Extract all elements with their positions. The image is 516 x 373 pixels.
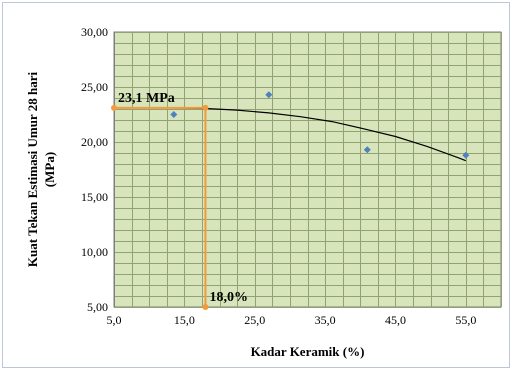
x-tick-label: 5,0 <box>107 313 122 327</box>
data-point <box>462 151 470 159</box>
y-axis-title-line: Kuat Tekan Estimasi Umur 28 hari <box>25 72 40 268</box>
x-tick-label: 35,0 <box>315 313 336 327</box>
annotations: 23,1 MPa 18,0% <box>118 91 248 305</box>
reference-lines <box>111 104 209 310</box>
y-tick-label: 5,00 <box>87 300 108 314</box>
x-tick-label: 15,0 <box>174 313 195 327</box>
chart: 5,0 15,0 25,0 35,0 45,0 55,0 5,00 10,00 15,00 20… <box>25 25 502 359</box>
data-points <box>170 91 470 159</box>
y-axis-title-line: (MPa) <box>42 152 57 187</box>
plot-area <box>113 31 502 308</box>
y-tick-label: 30,00 <box>81 25 108 39</box>
x-tick-labels: 5,0 15,0 25,0 35,0 45,0 55,0 <box>107 313 477 327</box>
reference-y-label: 23,1 MPa <box>118 91 175 106</box>
data-point <box>363 146 371 154</box>
x-tick-label: 45,0 <box>385 313 406 327</box>
reference-marker <box>202 304 209 310</box>
y-tick-label: 10,00 <box>81 245 108 259</box>
x-axis-title: Kadar Keramik (%) <box>251 344 365 359</box>
plot-background <box>113 31 502 308</box>
grid-lines <box>114 32 502 308</box>
x-tick-label: 25,0 <box>244 313 265 327</box>
chart-frame: 5,0 15,0 25,0 35,0 45,0 55,0 5,00 10,00 15,00 20… <box>2 2 510 368</box>
y-tick-label: 15,00 <box>81 190 108 204</box>
axis-titles: Kadar Keramik (%) Kuat Tekan Estimasi Umu… <box>25 72 364 359</box>
data-point <box>170 111 178 118</box>
reference-marker <box>202 104 209 111</box>
x-tick-label: 55,0 <box>455 313 476 327</box>
y-axis-title: Kuat Tekan Estimasi Umur 28 hari (MPa) <box>25 72 57 268</box>
reference-marker <box>111 104 117 111</box>
trendline <box>173 107 467 162</box>
y-tick-label: 20,00 <box>81 135 108 149</box>
y-tick-label: 25,00 <box>81 80 108 94</box>
data-point <box>265 91 273 99</box>
trendline-path <box>173 107 467 162</box>
y-tick-labels: 5,00 10,00 15,00 20,00 25,00 30,00 <box>81 25 108 314</box>
reference-x-label: 18,0% <box>209 290 248 305</box>
